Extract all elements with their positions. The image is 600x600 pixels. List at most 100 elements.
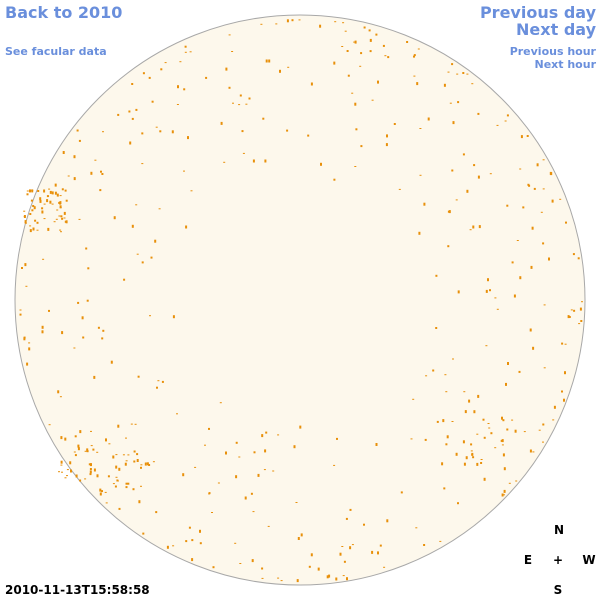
facula [444, 374, 447, 376]
facula [61, 331, 64, 335]
facula [368, 29, 371, 32]
facula [519, 276, 522, 280]
facula [56, 193, 59, 197]
facula [84, 450, 87, 452]
facula [334, 21, 337, 23]
facula [341, 46, 344, 47]
facula [41, 325, 44, 329]
facula [478, 225, 481, 229]
facula [101, 173, 104, 175]
facula [447, 245, 450, 248]
facula [507, 362, 509, 365]
facula [86, 448, 89, 452]
facula [36, 221, 39, 224]
facula [39, 199, 42, 203]
facula [500, 439, 503, 442]
facula [419, 174, 422, 176]
facula [307, 134, 310, 137]
facula [542, 188, 545, 190]
back-link[interactable]: Back to 2010 [5, 3, 123, 22]
facula [553, 405, 556, 409]
facula [60, 231, 62, 233]
facula [455, 452, 458, 456]
facula [238, 104, 241, 106]
facula [480, 462, 483, 464]
next-hour-link[interactable]: Next hour [534, 58, 597, 71]
facula [63, 211, 66, 215]
facula [59, 205, 62, 209]
facula [70, 469, 72, 473]
facula [102, 329, 105, 332]
facula [417, 48, 420, 50]
facula [24, 263, 27, 267]
facula [32, 205, 35, 207]
facula [268, 59, 271, 63]
facula [24, 222, 27, 224]
facula [533, 187, 536, 190]
facula [570, 309, 573, 311]
facula [319, 24, 322, 28]
facula [133, 450, 136, 453]
facula [146, 462, 149, 466]
facula [469, 229, 472, 231]
facula [522, 206, 525, 209]
facula [506, 428, 509, 431]
facula [342, 22, 345, 24]
facula [277, 434, 280, 436]
facula [145, 462, 147, 464]
facula [523, 431, 526, 433]
facula [26, 362, 29, 366]
facula [59, 201, 62, 205]
facula [446, 435, 449, 439]
facula [502, 419, 505, 422]
next-day-link[interactable]: Next day [516, 20, 596, 39]
compass-center: + [552, 553, 564, 567]
facula [244, 496, 247, 500]
facula [577, 257, 580, 260]
facula [473, 164, 476, 167]
facula [135, 204, 138, 206]
facula [107, 475, 110, 478]
facula [297, 537, 300, 540]
facula [77, 301, 80, 304]
facula [32, 227, 35, 231]
facula [542, 441, 544, 443]
facula [300, 533, 303, 537]
facula [142, 532, 145, 535]
previous-hour-link[interactable]: Previous hour [509, 45, 596, 58]
facula [542, 159, 545, 161]
facula [480, 459, 483, 460]
facula [101, 490, 103, 493]
facula [531, 226, 534, 230]
facula [122, 454, 125, 456]
facula [154, 239, 157, 243]
previous-day-link[interactable]: Previous day [479, 3, 596, 22]
facula [424, 438, 427, 441]
facula [104, 491, 107, 493]
facula [477, 112, 480, 115]
facula [131, 83, 134, 85]
facula [415, 527, 418, 529]
facula [212, 566, 215, 569]
facula [363, 523, 365, 526]
facula [387, 56, 390, 59]
facula [29, 225, 32, 227]
facula [369, 38, 372, 42]
facula [117, 424, 120, 428]
facula [136, 453, 139, 456]
facula [398, 188, 401, 190]
facula [518, 370, 521, 373]
facula [457, 290, 460, 294]
facula [519, 168, 522, 170]
facular-link[interactable]: See facular data [5, 45, 107, 58]
facula [148, 76, 151, 79]
facula [457, 502, 459, 505]
facula [93, 375, 96, 379]
facula [23, 210, 26, 212]
facula [176, 104, 179, 105]
facula [205, 76, 208, 79]
facula [134, 423, 137, 425]
facula [449, 102, 452, 104]
facula [191, 558, 194, 562]
facula [506, 204, 509, 207]
